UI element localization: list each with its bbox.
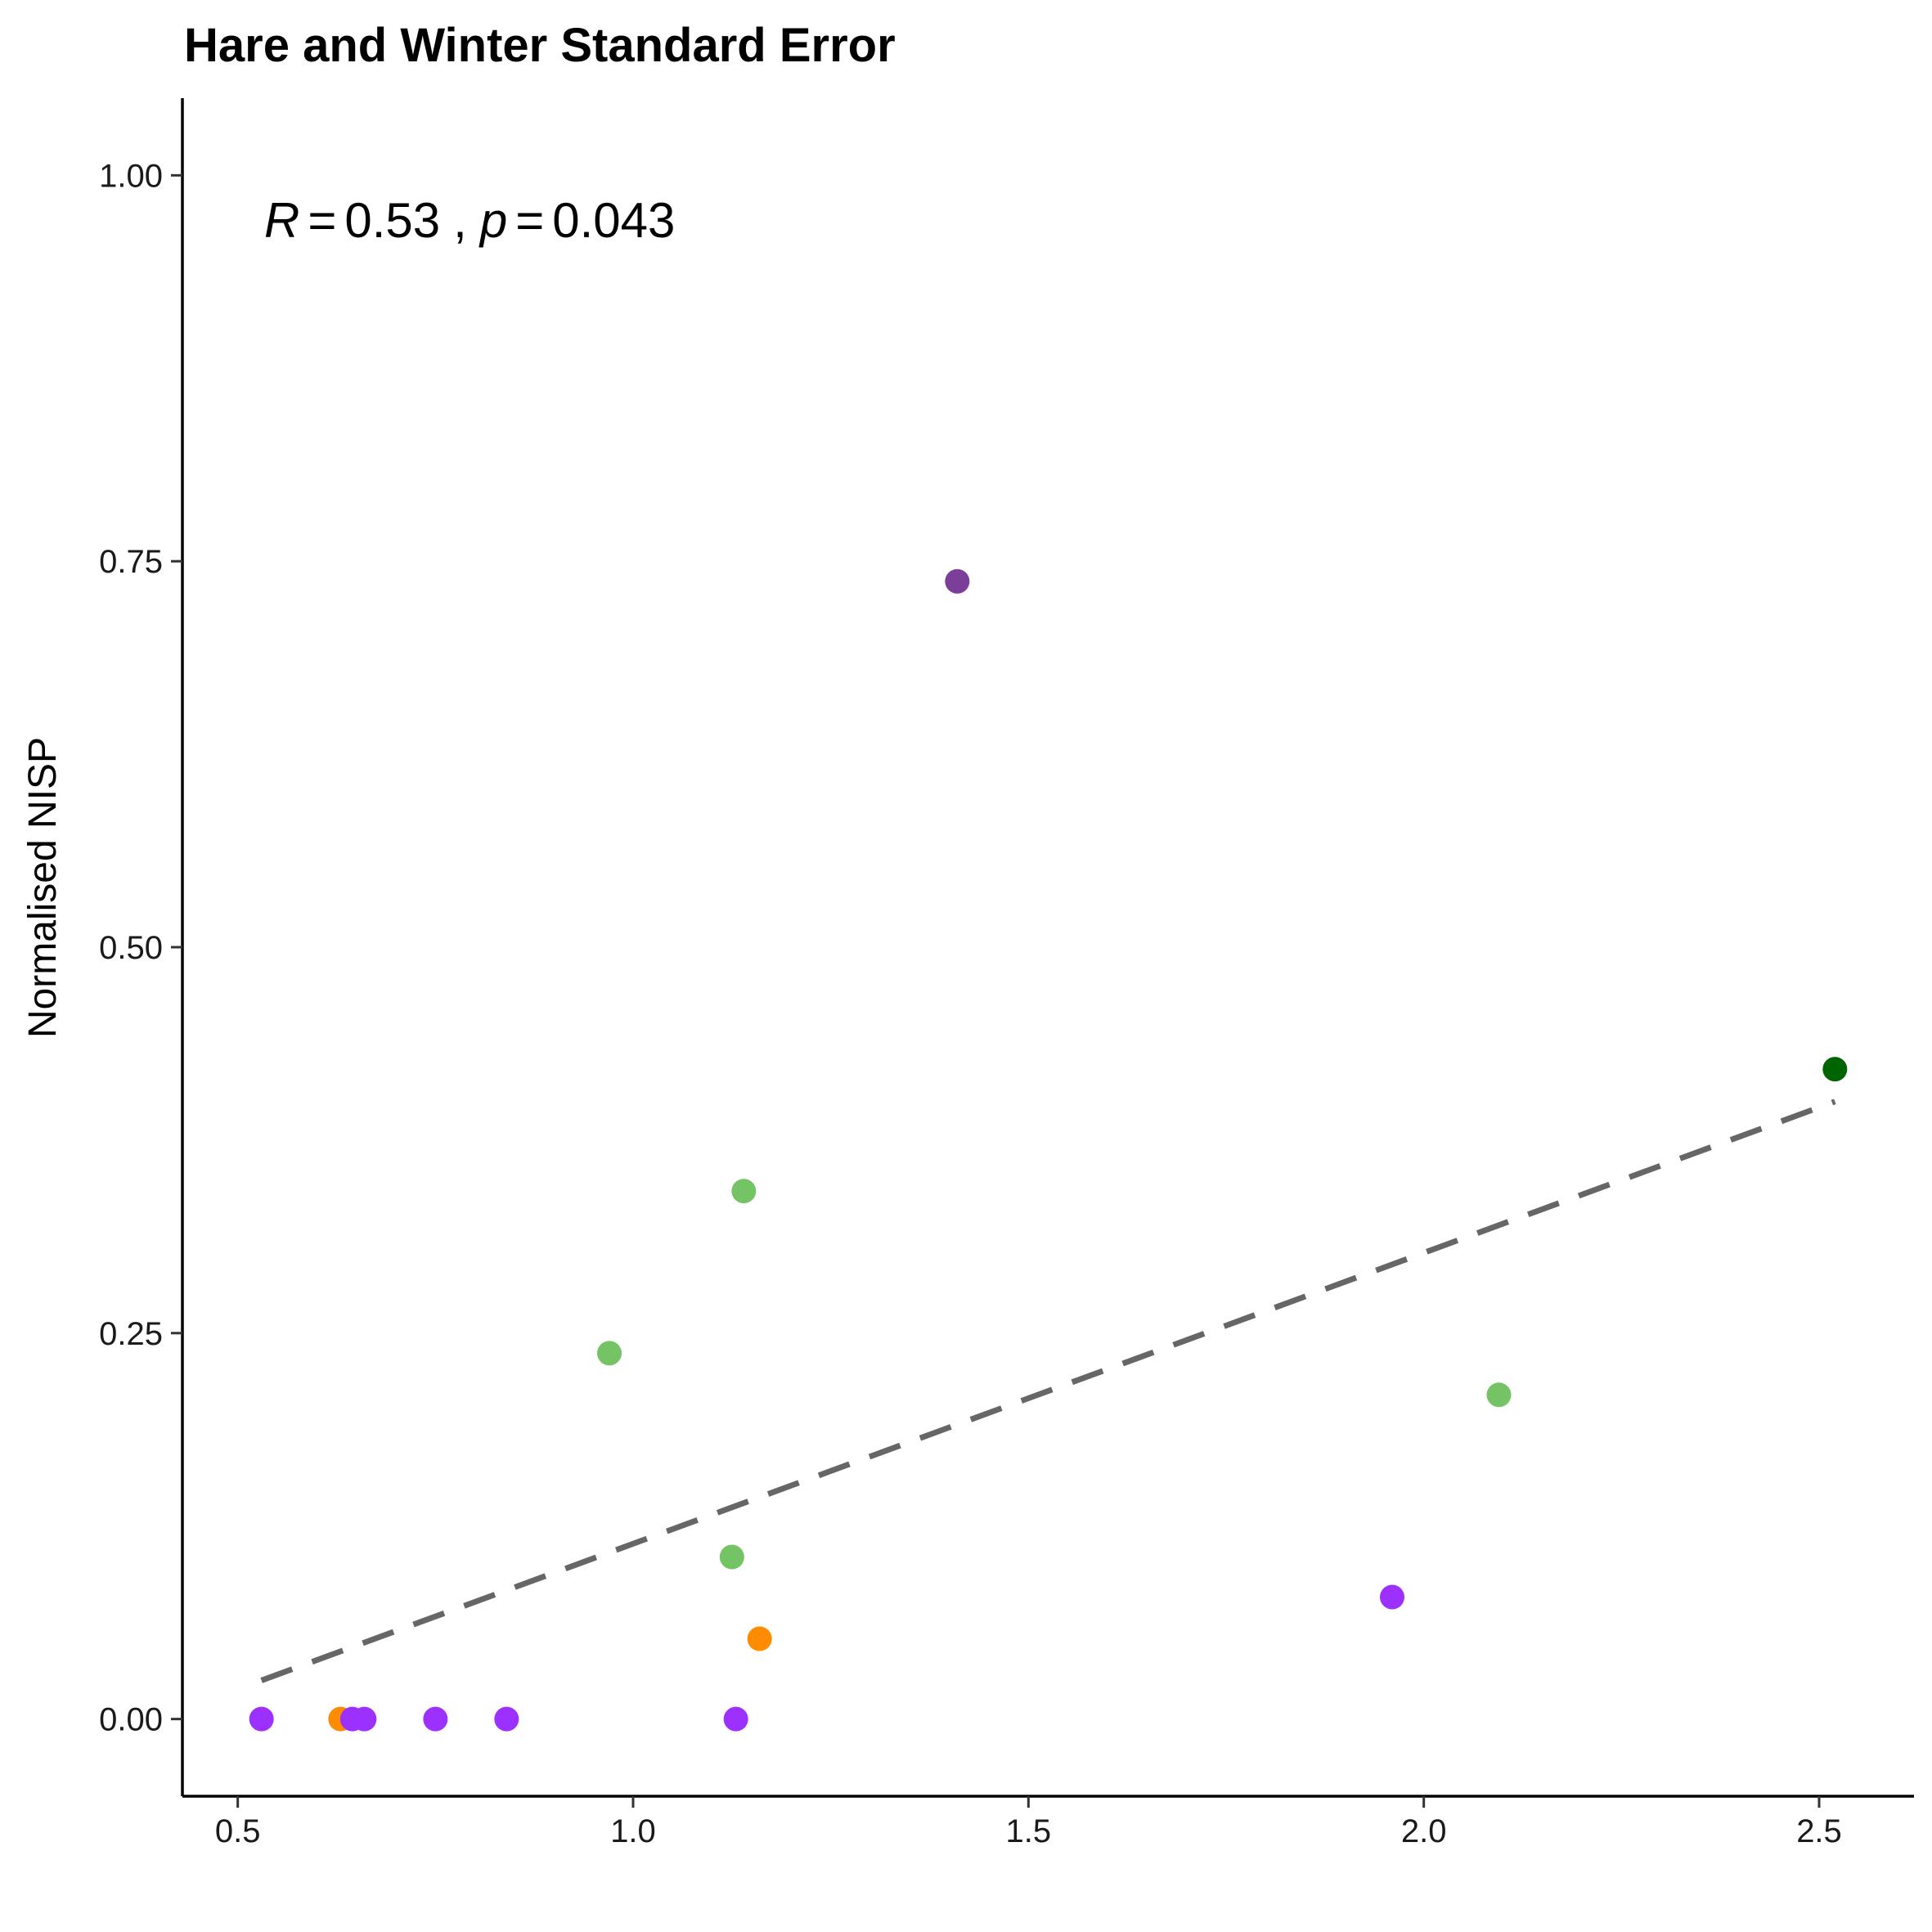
p-value: 0.043 xyxy=(552,193,675,248)
y-tick-label: 1.00 xyxy=(99,158,163,194)
data-point xyxy=(945,568,970,594)
x-tick-label: 1.5 xyxy=(1006,1813,1052,1849)
r-symbol: R xyxy=(264,193,299,248)
data-point xyxy=(597,1341,622,1366)
data-point xyxy=(1380,1584,1404,1610)
trend-line-group xyxy=(260,1099,1836,1683)
data-point xyxy=(423,1706,448,1732)
separator: , xyxy=(453,193,467,248)
y-axis-label: Normalised NISP xyxy=(21,737,65,1038)
data-point xyxy=(747,1626,772,1651)
correlation-annotation: R = 0.53, p = 0.043 xyxy=(264,193,675,248)
p-symbol: p xyxy=(479,193,507,248)
p-equals: = xyxy=(515,193,544,248)
data-point xyxy=(249,1706,274,1732)
x-tick-label: 2.0 xyxy=(1401,1813,1447,1849)
axes: 0.5 1.0 1.5 2.0 2.5 0.00 0.25 0.50 0.75 1.00 xyxy=(99,98,1914,1849)
data-point xyxy=(723,1706,748,1732)
data-point xyxy=(1486,1382,1512,1408)
data-point xyxy=(352,1706,377,1732)
data-point xyxy=(719,1544,744,1570)
data-point xyxy=(731,1179,757,1204)
x-tick-label: 0.5 xyxy=(215,1813,261,1849)
x-tick-label: 1.0 xyxy=(610,1813,656,1849)
data-points xyxy=(249,568,1848,1732)
regression-line xyxy=(260,1099,1836,1683)
chart-title: Hare and Winter Standard Error xyxy=(184,19,896,72)
y-tick-label: 0.25 xyxy=(99,1316,163,1352)
y-tick-label: 0.75 xyxy=(99,544,163,580)
r-equals: = xyxy=(308,193,336,248)
y-tick-label: 0.00 xyxy=(99,1702,163,1738)
y-tick-label: 0.50 xyxy=(99,930,163,966)
data-point xyxy=(494,1706,519,1732)
x-tick-label: 2.5 xyxy=(1796,1813,1842,1849)
r-value: 0.53 xyxy=(344,193,440,248)
data-point xyxy=(1822,1057,1848,1082)
